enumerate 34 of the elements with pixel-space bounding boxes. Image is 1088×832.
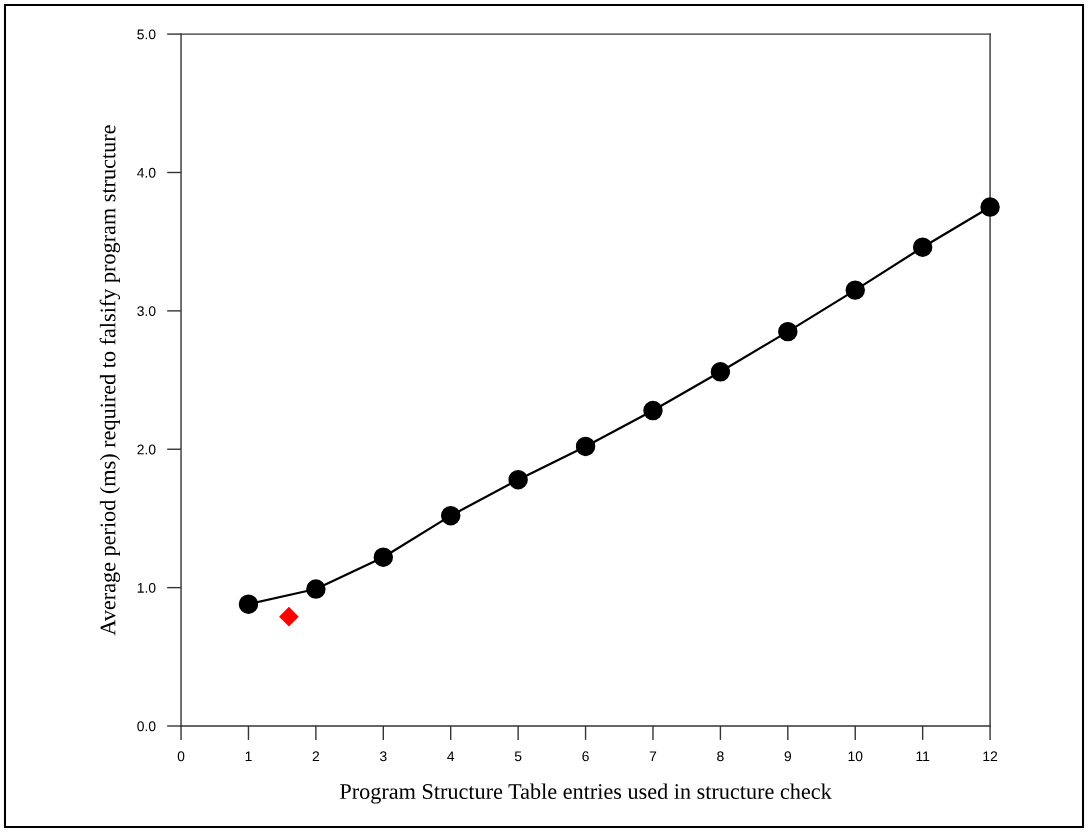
y-tick-label: 3.0 — [137, 306, 156, 317]
x-tick-label: 8 — [717, 751, 724, 762]
x-tick-label: 12 — [983, 751, 998, 762]
point — [845, 280, 865, 300]
point — [778, 321, 798, 342]
y-tick-label: 4.0 — [137, 167, 156, 178]
x-axis-title: Program Structure Table entries used in structure check — [340, 783, 832, 804]
x-tick-label: 0 — [177, 751, 185, 762]
point — [306, 579, 326, 599]
x-tick-label: 5 — [514, 751, 522, 762]
x-tick-label: 7 — [649, 751, 657, 762]
point — [440, 505, 461, 526]
point — [912, 237, 933, 257]
point — [575, 436, 596, 457]
point — [373, 547, 394, 567]
x-tick-label: 2 — [312, 751, 320, 762]
x-tick-label: 9 — [784, 751, 792, 762]
y-tick-label: 5.0 — [137, 29, 156, 40]
y-tick-label: 1.0 — [137, 582, 156, 593]
point — [710, 362, 731, 382]
point — [980, 197, 1000, 217]
x-tick-label: 6 — [582, 751, 589, 762]
x-tick-label: 1 — [245, 751, 252, 762]
x-tick-label: 4 — [447, 751, 455, 762]
x-tick-label: 11 — [916, 751, 930, 762]
x-tick-label: 10 — [848, 751, 863, 762]
x-tick-label: 3 — [379, 751, 387, 762]
point — [508, 469, 528, 490]
y-tick-label: 0.0 — [137, 721, 156, 732]
y-axis-title: Average period (ms) required to falsify program structure — [99, 125, 121, 636]
point — [643, 400, 663, 421]
point — [238, 594, 259, 614]
point — [279, 607, 299, 627]
y-tick-label: 2.0 — [137, 444, 156, 455]
